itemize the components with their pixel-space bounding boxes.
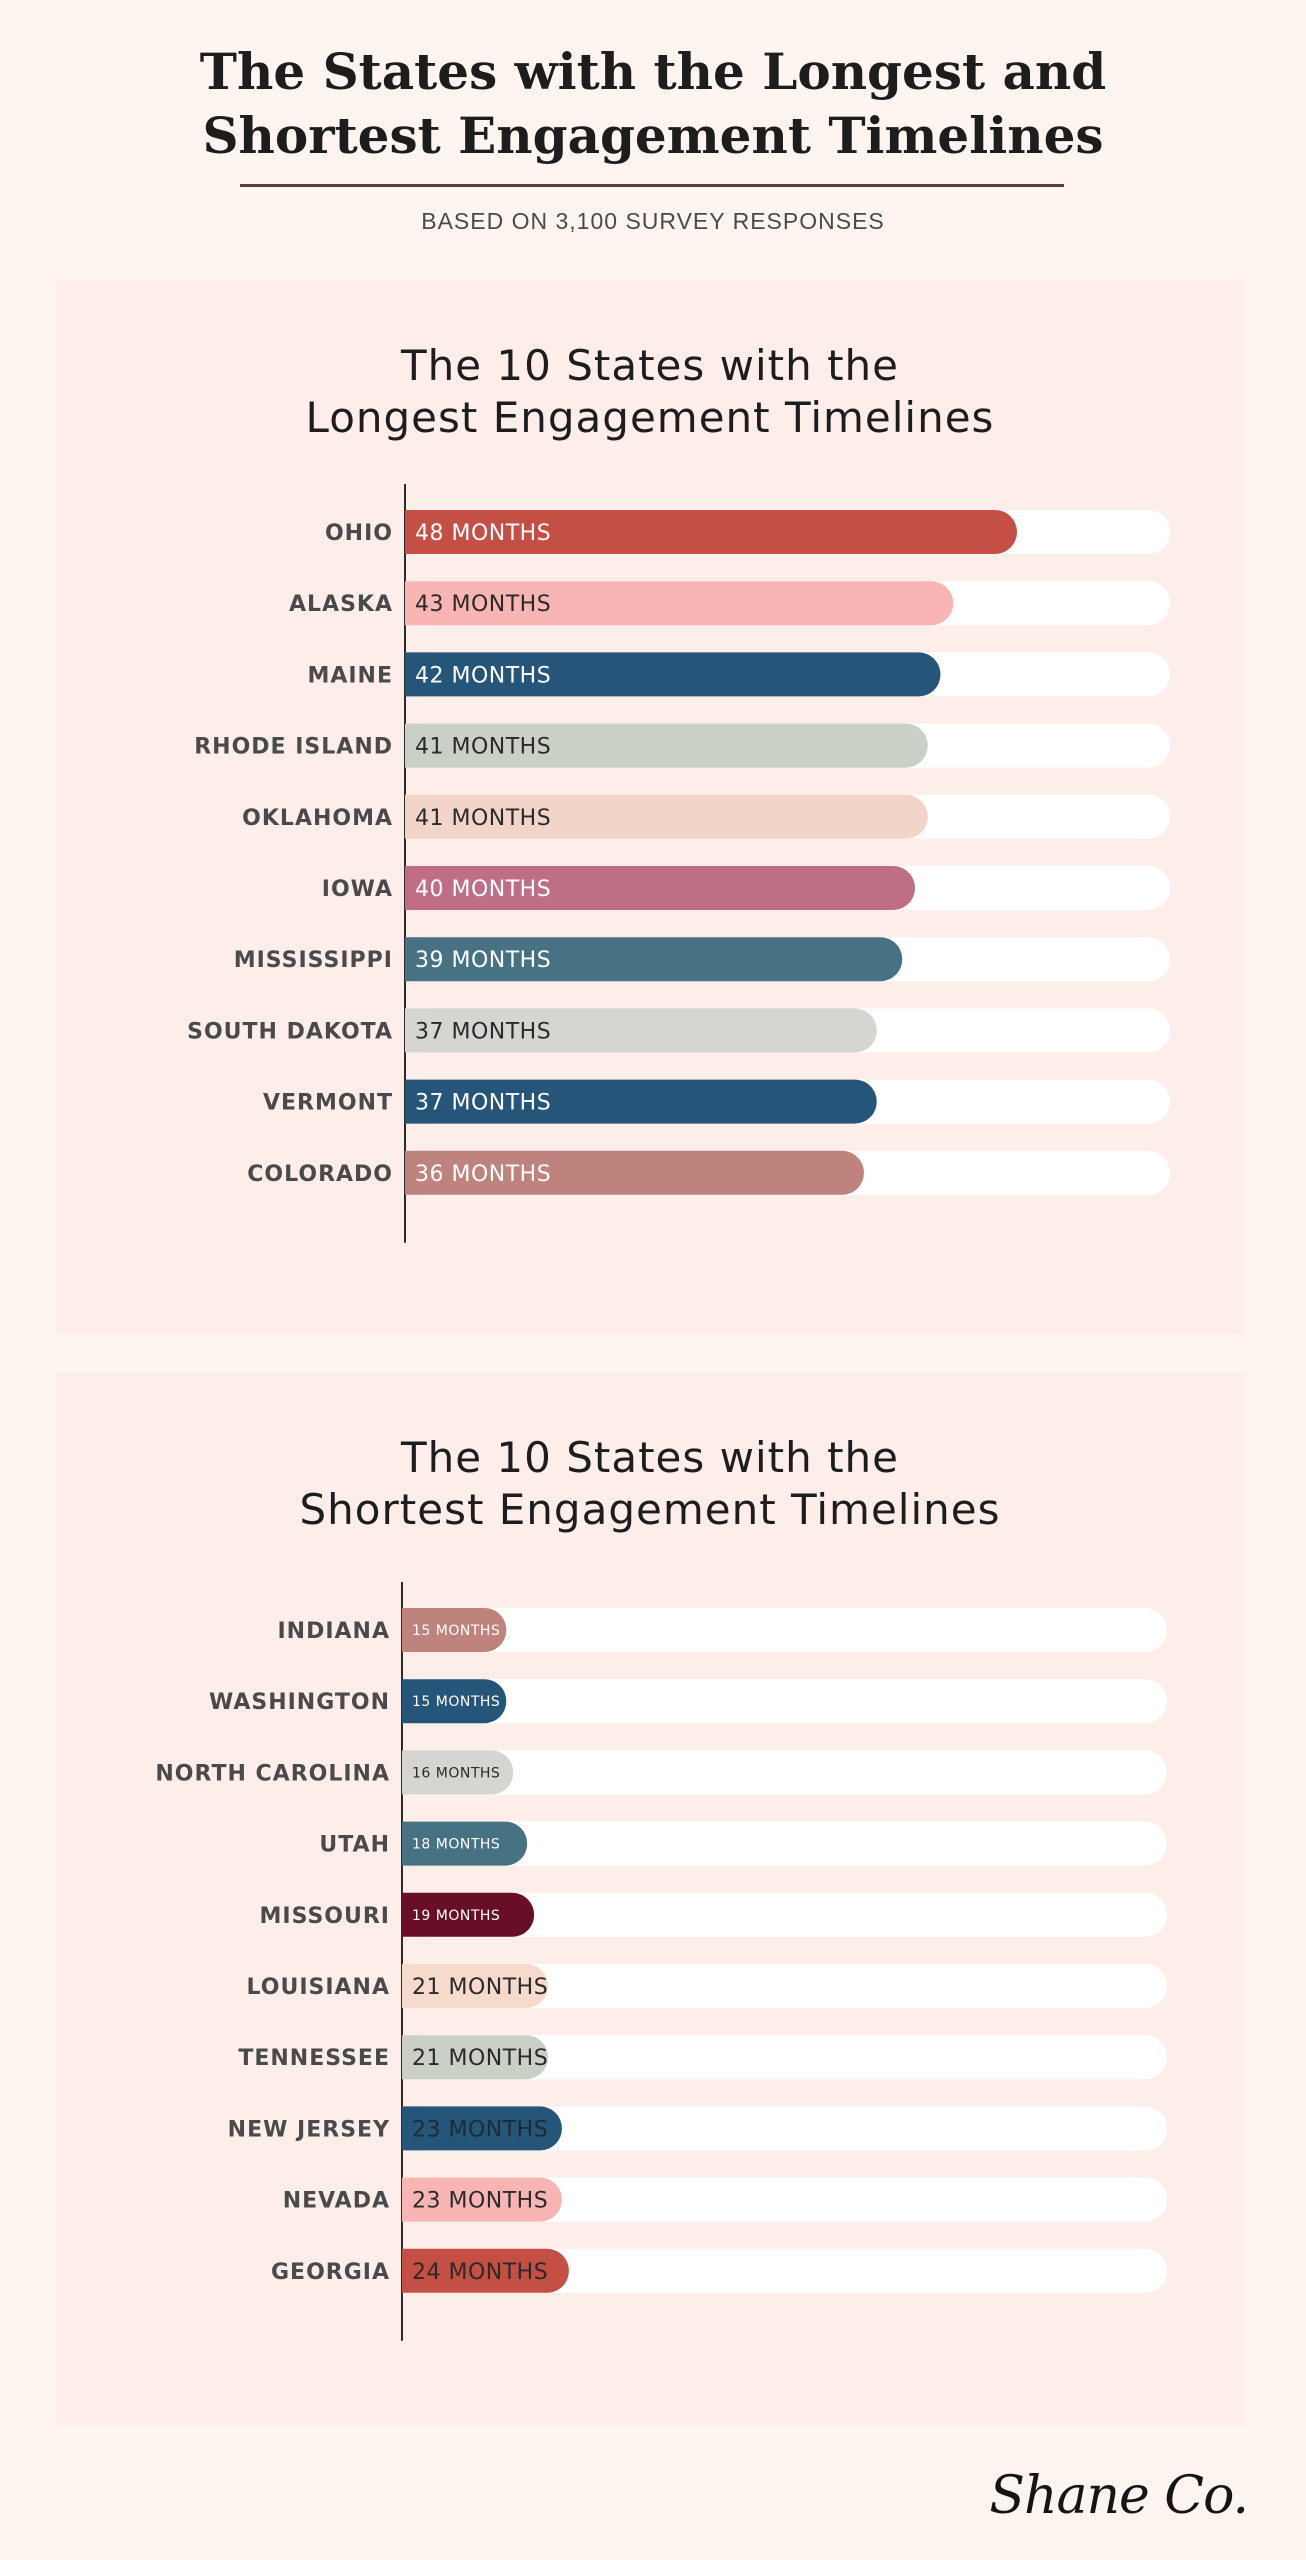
shane-co-logo: Shane Co. <box>989 2466 1249 2526</box>
category-label: MISSOURI <box>260 1904 390 1929</box>
value-label: 41 MONTHS <box>415 735 551 760</box>
category-label: INDIANA <box>277 1619 390 1644</box>
bar-mississippi <box>405 937 903 982</box>
subtitle: BASED ON 3,100 SURVEY RESPONSES <box>421 208 885 234</box>
category-label: NEW JERSEY <box>228 2117 390 2142</box>
value-label: 36 MONTHS <box>415 1162 551 1187</box>
value-label: 40 MONTHS <box>415 877 551 902</box>
value-label: 18 MONTHS <box>412 1837 500 1853</box>
category-label: RHODE ISLAND <box>194 735 393 760</box>
value-label: 23 MONTHS <box>412 2189 548 2214</box>
value-label: 16 MONTHS <box>412 1765 500 1781</box>
longest-chart-title-line1: The 10 States with the <box>400 341 900 390</box>
main-title: The States with the Longest and Shortest… <box>0 40 1306 168</box>
bar-track <box>402 1964 1167 2008</box>
bar-indiana <box>402 1608 507 1652</box>
value-label: 37 MONTHS <box>415 1019 551 1044</box>
category-label: NORTH CAROLINA <box>155 1761 390 1786</box>
main-title-line1: The States with the Longest and <box>199 42 1107 101</box>
shortest-chart-title-line1: The 10 States with the <box>400 1433 900 1482</box>
value-label: 41 MONTHS <box>415 806 551 831</box>
bar-track <box>402 1821 1167 1866</box>
bar-track <box>402 2035 1167 2080</box>
value-label: 39 MONTHS <box>415 948 551 973</box>
bar-louisiana <box>402 1964 549 2008</box>
category-label: UTAH <box>319 1833 390 1858</box>
bar-track <box>402 1892 1167 1937</box>
value-label: 37 MONTHS <box>415 1091 551 1116</box>
category-label: OHIO <box>325 521 393 546</box>
shortest-chart-panel: The 10 States with the Shortest Engageme… <box>55 1372 1245 2426</box>
value-label: 15 MONTHS <box>412 1694 500 1710</box>
value-label: 43 MONTHS <box>415 592 551 617</box>
longest-chart-title: The 10 States with the Longest Engagemen… <box>55 340 1245 444</box>
value-label: 15 MONTHS <box>412 1623 500 1639</box>
shortest-chart-title-line2: Shortest Engagement Timelines <box>299 1485 1001 1534</box>
bar-washington <box>402 1679 507 1724</box>
bar-missouri <box>402 1892 535 1937</box>
category-label: ALASKA <box>289 592 393 617</box>
shortest-chart-title: The 10 States with the Shortest Engageme… <box>55 1432 1245 1536</box>
category-label: SOUTH DAKOTA <box>187 1019 393 1044</box>
bar-new-jersey <box>402 2106 562 2151</box>
bar-ohio <box>405 510 1017 554</box>
category-label: WASHINGTON <box>209 1690 390 1715</box>
bar-maine <box>405 652 941 697</box>
bar-oklahoma <box>405 794 928 839</box>
bar-vermont <box>405 1079 877 1124</box>
category-label: OKLAHOMA <box>242 806 393 831</box>
category-label: LOUISIANA <box>247 1975 390 2000</box>
bar-colorado <box>405 1150 864 1195</box>
bar-tennessee <box>402 2035 549 2080</box>
value-label: 42 MONTHS <box>415 663 551 688</box>
bar-georgia <box>402 2248 569 2293</box>
value-label: 21 MONTHS <box>412 2046 548 2071</box>
category-label: IOWA <box>322 877 393 902</box>
bar-track <box>402 2248 1167 2293</box>
bar-track <box>402 2177 1167 2222</box>
value-label: 24 MONTHS <box>412 2260 548 2285</box>
longest-chart-panel: The 10 States with the Longest Engagemen… <box>55 280 1245 1334</box>
value-label: 19 MONTHS <box>412 1908 500 1924</box>
bar-track <box>402 1608 1167 1652</box>
category-label: COLORADO <box>247 1162 393 1187</box>
bar-track <box>402 2106 1167 2151</box>
value-label: 23 MONTHS <box>412 2117 548 2142</box>
bar-track <box>402 1750 1167 1795</box>
longest-bar-chart: OHIO 48 MONTHS ALASKA 43 MONTHS MAINE 42 MONT… <box>187 484 1170 1243</box>
value-label: 48 MONTHS <box>415 521 551 546</box>
longest-chart-title-line2: Longest Engagement Timelines <box>305 393 995 442</box>
category-label: MISSISSIPPI <box>234 948 393 973</box>
category-label: TENNESSEE <box>238 2046 390 2071</box>
bar-track <box>402 1679 1167 1724</box>
title-divider <box>240 184 1064 187</box>
bar-alaska <box>405 581 954 626</box>
bar-utah <box>402 1821 528 1866</box>
bar-nevada <box>402 2177 562 2222</box>
bar-south-dakota <box>405 1008 877 1053</box>
category-label: NEVADA <box>283 2189 390 2214</box>
category-label: VERMONT <box>263 1091 393 1116</box>
category-label: MAINE <box>307 663 393 688</box>
main-title-line2: Shortest Engagement Timelines <box>202 106 1104 165</box>
bar-iowa <box>405 866 915 910</box>
shortest-bar-chart: INDIANA 15 MONTHS WASHINGTON 15 MONTHS NORTH… <box>155 1582 1167 2341</box>
bar-north-carolina <box>402 1750 514 1795</box>
bar-rhode-island <box>405 723 928 768</box>
category-label: GEORGIA <box>271 2260 390 2285</box>
value-label: 21 MONTHS <box>412 1975 548 2000</box>
